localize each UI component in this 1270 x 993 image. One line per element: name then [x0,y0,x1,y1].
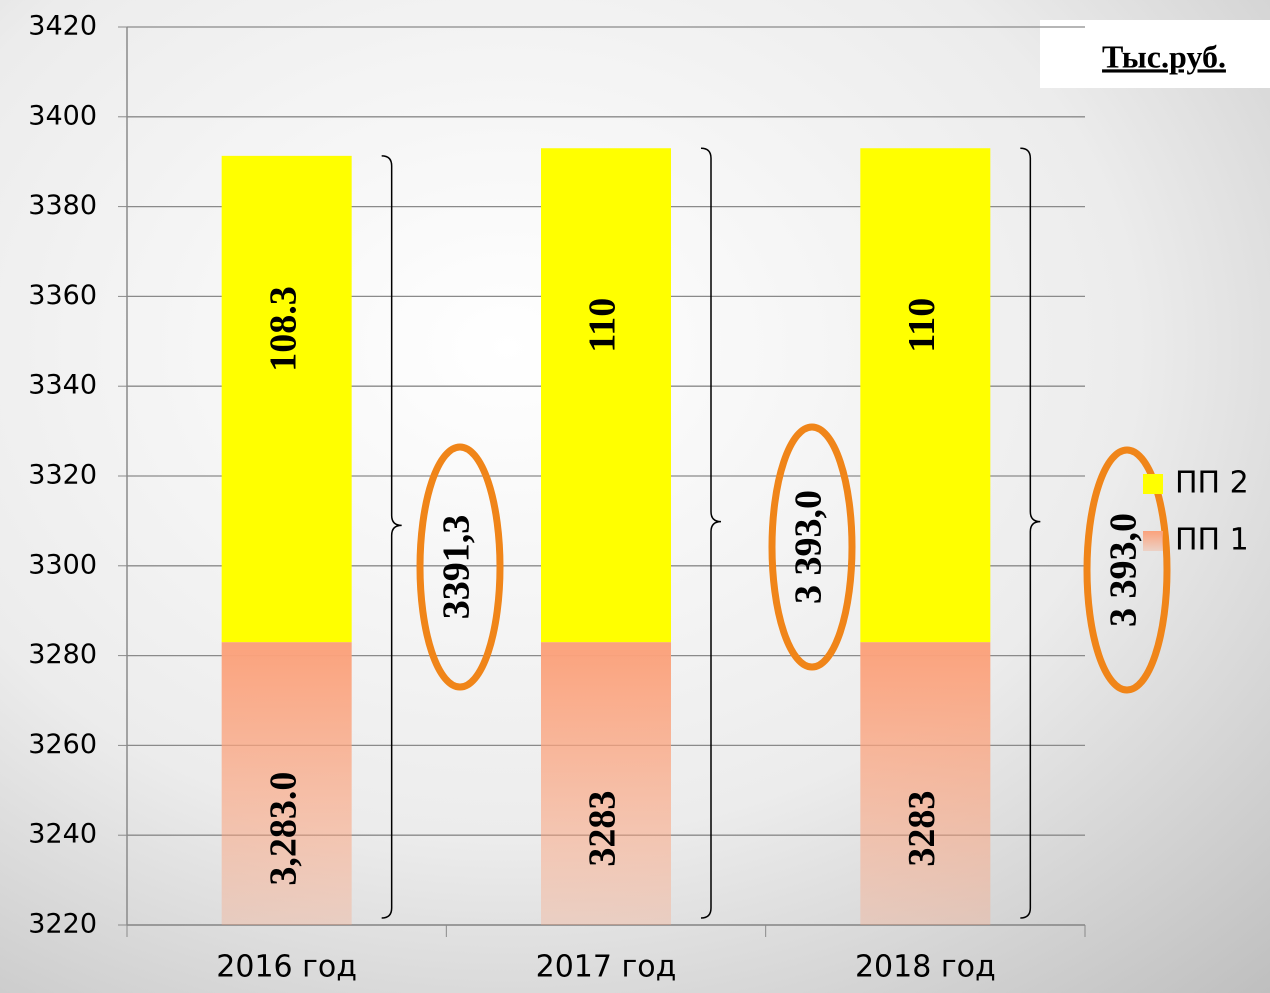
total-oval [416,443,504,691]
unit-box [1040,20,1270,88]
x-tick-label: 2016 год [216,950,357,985]
y-tick-label: 3300 [28,549,97,580]
bar-segment [541,148,671,643]
legend-label: ПП 2 [1175,466,1249,501]
y-tick-label: 3260 [28,729,97,760]
unit-label: Тыс.руб. [1102,38,1226,74]
bar-segment [860,642,991,925]
total-oval [1083,446,1171,694]
legend-label: ПП 1 [1175,523,1249,558]
y-tick-label: 3360 [28,280,97,311]
total-oval [768,423,856,671]
bar-segment [221,642,352,925]
data-label: 110 [901,298,943,353]
x-tick-label: 2017 год [536,950,677,985]
data-label: 3,283.0 [262,772,304,886]
total-label: 3 393,0 [1103,513,1145,627]
total-label: 3391,3 [436,515,478,620]
y-tick-label: 3220 [28,909,97,940]
data-label: 3283 [901,791,943,867]
data-label: 110 [582,298,624,353]
bar-segment [860,148,991,643]
y-tick-label: 3320 [28,460,97,491]
total-label: 3 393,0 [788,490,830,604]
bar-segment [541,642,671,925]
y-tick-label: 3240 [28,819,97,850]
legend-swatch [1143,474,1163,494]
data-label: 3283 [582,791,624,867]
y-tick-label: 3400 [28,100,97,131]
y-tick-label: 3340 [28,370,97,401]
legend-swatch [1143,531,1163,551]
brace [1020,147,1041,919]
brace [700,147,722,919]
y-tick-label: 3280 [28,639,97,670]
y-tick-label: 3380 [28,190,97,221]
y-tick-label: 3420 [28,11,97,42]
x-tick-label: 2018 год [855,950,996,985]
data-label: 108.3 [262,286,304,372]
bar-segment [221,155,352,643]
